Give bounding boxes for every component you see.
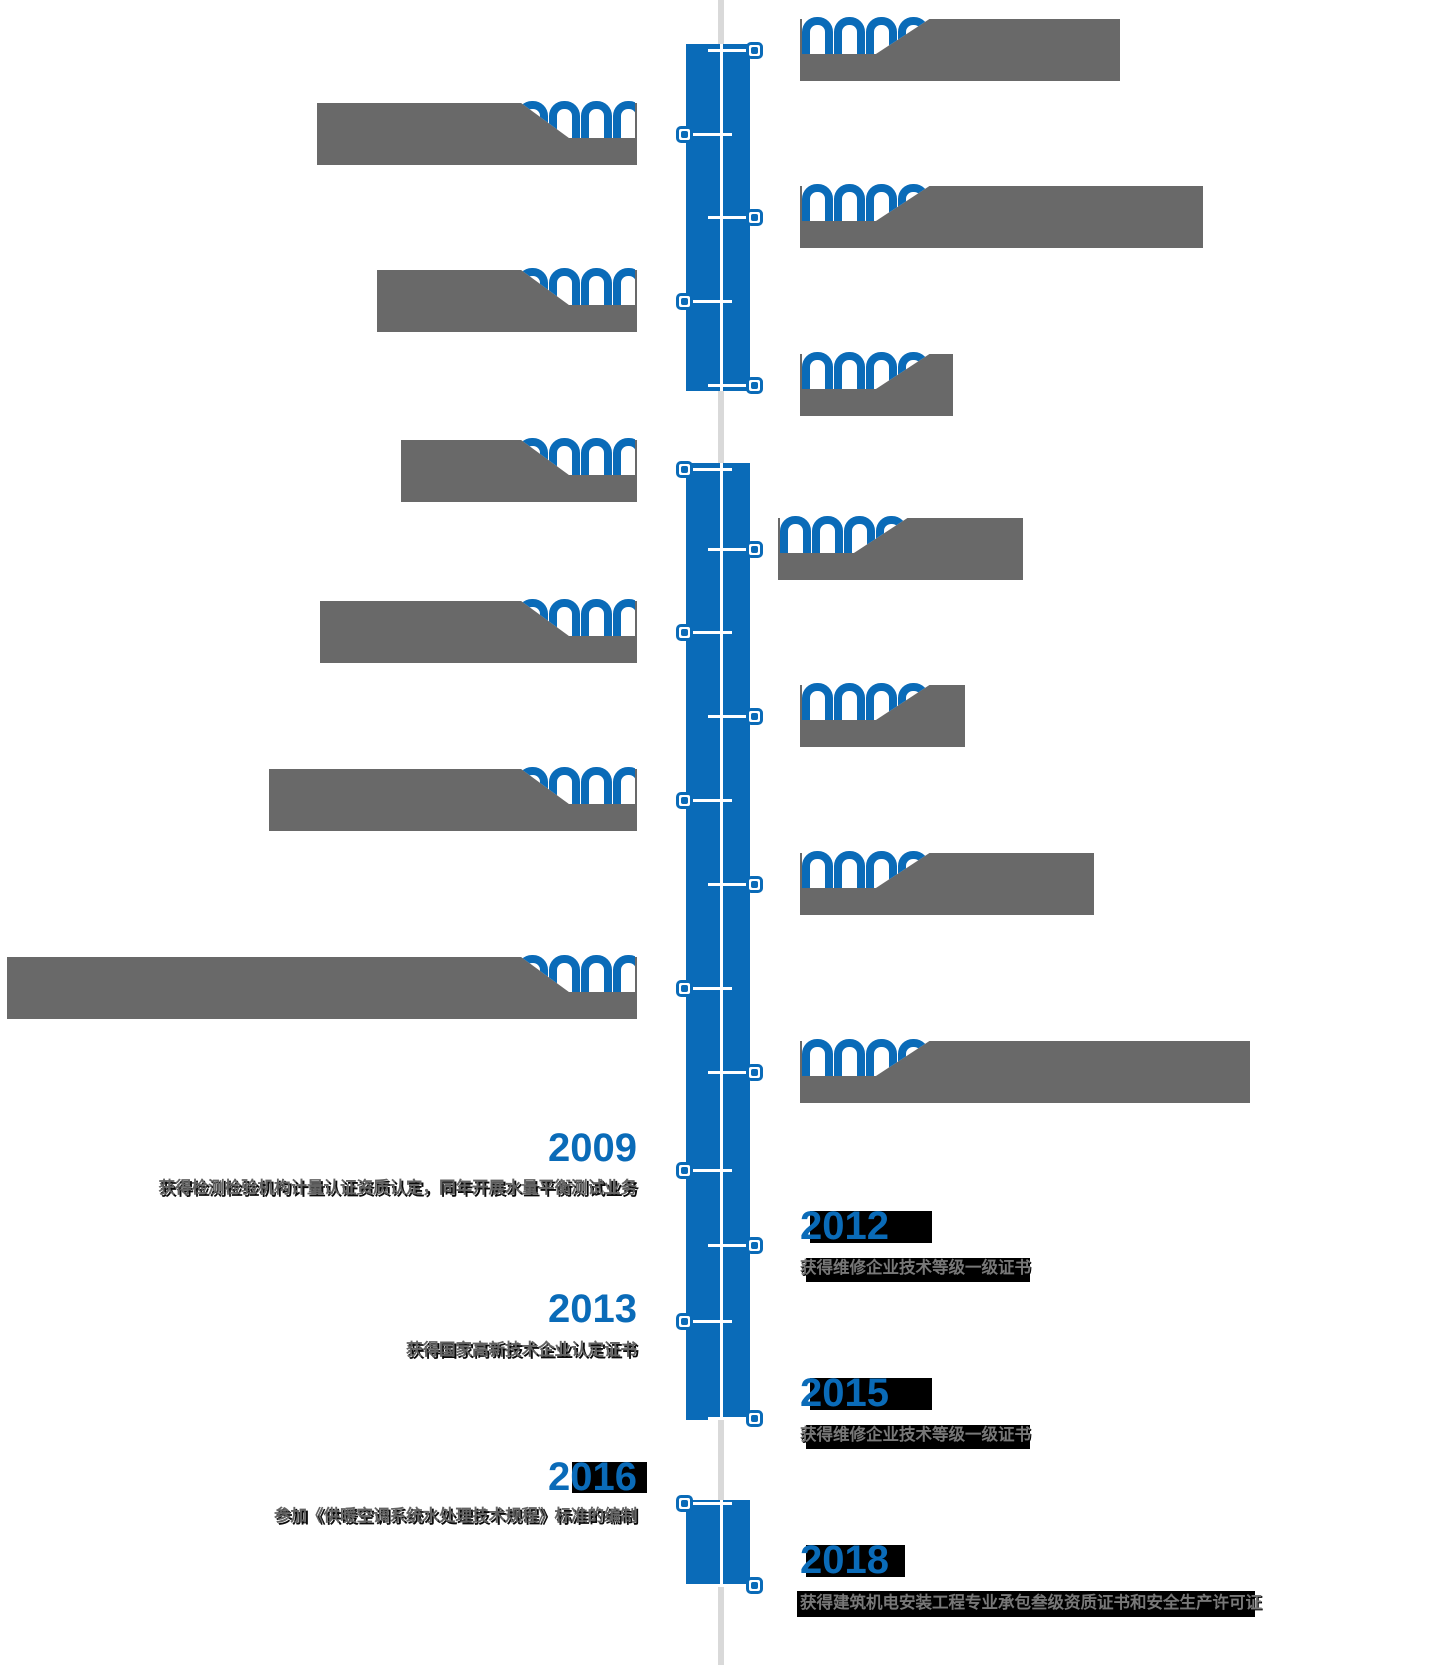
year-highlight-box [806,1545,905,1577]
timeline-marker [676,293,693,310]
timeline-marker-dot [681,466,688,473]
timeline-marker-dot [751,546,758,553]
timeline-tick-line [708,216,756,219]
timeline-tick-line [684,1320,732,1323]
timeline-marker-dot [751,47,758,54]
timeline-marker [746,42,763,59]
timeline-marker [746,209,763,226]
timeline-tick-line [684,300,732,303]
timeline-marker [676,461,693,478]
timeline-marker-dot [681,131,688,138]
timeline-marker [676,624,693,641]
entry-year: 2009 [548,1126,637,1170]
timeline-marker [746,1410,763,1427]
timeline-marker-dot [751,881,758,888]
timeline-marker [746,377,763,394]
description-highlight-box [806,1258,1030,1282]
timeline-marker [676,980,693,997]
timeline-tick-line [708,49,756,52]
timeline-marker-dot [751,1069,758,1076]
entry-description: 参加《供暖空调系统水处理技术规程》标准的编制 [274,1507,637,1525]
timeline-marker [746,708,763,725]
timeline-marker-dot [751,214,758,221]
year-highlight-box [572,1462,647,1493]
timeline-marker-dot [751,713,758,720]
timeline-marker-dot [751,382,758,389]
entry-year: 2012 [800,1204,889,1248]
timeline-bar-center-stripe [720,1500,723,1584]
timeline-marker-dot [751,1242,758,1249]
description-highlight-box [806,1425,1030,1449]
timeline-tick-line [684,987,732,990]
timeline-marker-dot [681,629,688,636]
timeline-marker [746,541,763,558]
entry-year: 2013 [548,1287,637,1331]
entry-description: 获得维修企业技术等级一级证书 [800,1426,1031,1444]
year-highlight-box [810,1378,932,1410]
timeline-tick-line [708,1417,756,1420]
timeline-marker [746,1064,763,1081]
entry-year: 2018 [800,1538,889,1582]
timeline-marker-dot [751,1582,758,1589]
timeline-marker [676,126,693,143]
timeline-tick-line [684,1169,732,1172]
timeline-marker [676,792,693,809]
timeline-marker-dot [681,1167,688,1174]
timeline-marker [746,1237,763,1254]
timeline-tick-line [708,1071,756,1074]
timeline-bar-center-stripe [720,463,723,1420]
timeline-marker [676,1495,693,1512]
entry-description: 获得建筑机电安装工程专业承包叁级资质证书和安全生产许可证 [800,1594,1262,1612]
timeline-marker-dot [681,797,688,804]
timeline-tick-line [708,715,756,718]
timeline-tick-line [684,799,732,802]
timeline-tick-line [708,548,756,551]
entry-description: 获得检测检验机构计量认证资质认定，同年开展水量平衡测试业务 [158,1179,638,1197]
entry-year: 2015 [800,1371,889,1415]
timeline-marker-dot [751,1415,758,1422]
timeline-tick-line [708,1584,756,1587]
timeline-tick-line [708,1244,756,1247]
timeline-tick-line [684,468,732,471]
timeline-marker [676,1162,693,1179]
timeline-marker-dot [681,1500,688,1507]
entry-description: 获得维修企业技术等级一级证书 [800,1259,1031,1277]
year-highlight-box [810,1211,932,1243]
timeline-tick-line [708,883,756,886]
timeline-bar-segment [686,1500,750,1584]
timeline-marker-dot [681,1318,688,1325]
timeline-marker [746,1577,763,1594]
entry-description: 获得国家高新技术企业认定证书 [406,1341,637,1359]
timeline-marker [676,1313,693,1330]
timeline-marker [746,876,763,893]
timeline-marker-dot [681,985,688,992]
timeline-marker-dot [681,298,688,305]
timeline-tick-line [684,1502,732,1505]
timeline-bar-segment [686,463,750,1420]
description-highlight-box [797,1591,1255,1617]
placeholder-block [7,957,637,1019]
timeline-tick-line [684,133,732,136]
timeline-tick-line [708,384,756,387]
timeline-tick-line [684,631,732,634]
entry-year: 2016 [548,1455,637,1499]
